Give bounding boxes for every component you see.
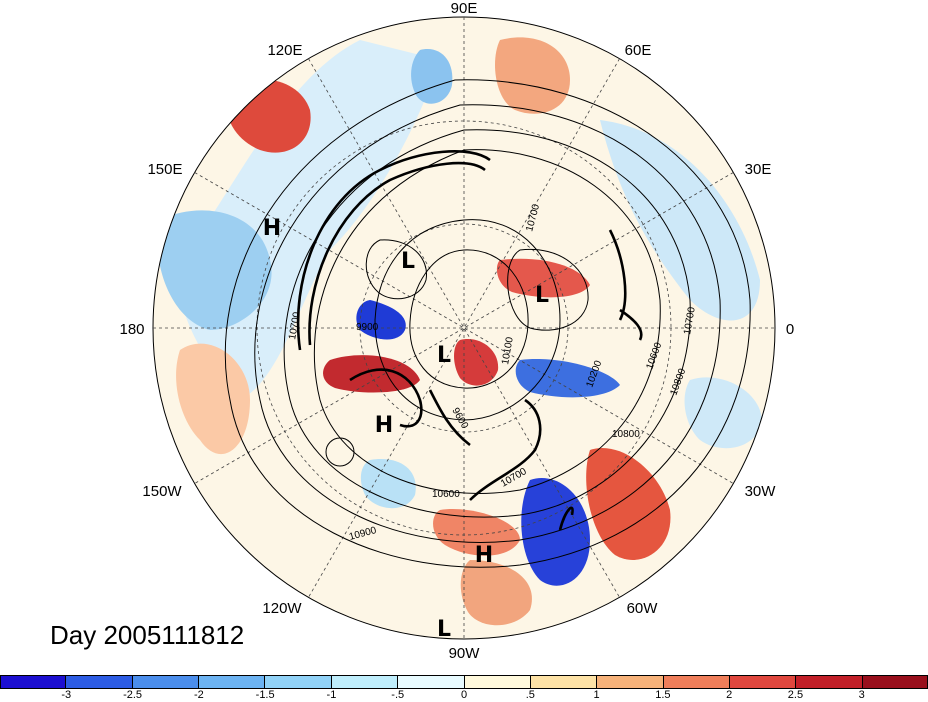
low-label: L bbox=[401, 249, 415, 274]
contour-label: 10700 bbox=[287, 311, 303, 341]
colorbar-segment bbox=[663, 675, 730, 689]
pressure-center-labels: H L L L H H L bbox=[263, 216, 549, 642]
colorbar-tick-label: -2 bbox=[193, 689, 204, 701]
contour-label: 10700 bbox=[682, 306, 698, 336]
colorbar-tick-label: 2 bbox=[726, 689, 733, 701]
lon-label-30w: 30W bbox=[745, 483, 777, 500]
colorbar-segment bbox=[796, 675, 863, 689]
lon-label-90e: 90E bbox=[451, 0, 478, 17]
colorbar-tick-label: -1.5 bbox=[255, 689, 275, 701]
high-label: H bbox=[263, 216, 281, 241]
lon-label-180: 180 bbox=[119, 321, 144, 338]
contour-label: 10100 bbox=[500, 336, 516, 366]
colorbar-segment bbox=[66, 675, 133, 689]
lon-label-150w: 150W bbox=[142, 483, 182, 500]
colorbar-tick-label: 2.5 bbox=[787, 689, 804, 701]
longitude-labels: 90E 60E 30E 0 30W 60W 90W 120W 150W 180 … bbox=[119, 0, 794, 662]
high-label: H bbox=[475, 543, 493, 568]
contour-label: 9900 bbox=[356, 322, 379, 333]
colorbar-tick-label: -3 bbox=[61, 689, 72, 701]
colorbar-segment bbox=[331, 675, 399, 689]
low-label: L bbox=[535, 283, 549, 308]
colorbar-tick-label: 0 bbox=[460, 689, 468, 701]
jet-stream-contours bbox=[296, 150, 643, 531]
lon-label-60e: 60E bbox=[625, 42, 652, 59]
colorbar-tick-labels: -3 -2.5 -2 -1.5 -1 -.5 0 .5 1 1.5 2 2.5 3 bbox=[0, 689, 928, 702]
colorbar-tick-label: 1 bbox=[593, 689, 600, 701]
lon-label-150e: 150E bbox=[147, 161, 182, 178]
contour-label: 10600 bbox=[432, 489, 460, 500]
colorbar-tick-label: -.5 bbox=[391, 689, 405, 701]
low-label: L bbox=[437, 617, 451, 642]
colorbar-segment bbox=[729, 675, 797, 689]
colorbar-segment bbox=[530, 675, 598, 689]
colorbar-tick-label: -2.5 bbox=[123, 689, 143, 701]
day-label: Day 2005111812 bbox=[50, 620, 245, 650]
colorbar-tick-label: -1 bbox=[326, 689, 337, 701]
colorbar-segment bbox=[0, 675, 67, 689]
colorbar-segment bbox=[398, 675, 465, 689]
colorbar bbox=[0, 675, 928, 689]
colorbar-tick-label: .5 bbox=[525, 689, 535, 701]
lon-label-120w: 120W bbox=[262, 600, 302, 617]
lon-label-60w: 60W bbox=[627, 600, 659, 617]
height-contours bbox=[224, 79, 751, 568]
colorbar-tick-label: 3 bbox=[858, 689, 865, 701]
colorbar-segment bbox=[862, 675, 928, 689]
lon-label-30e: 30E bbox=[745, 161, 772, 178]
lon-label-120e: 120E bbox=[267, 42, 302, 59]
contour-label: 10800 bbox=[612, 429, 640, 440]
colorbar-segment bbox=[132, 675, 200, 689]
colorbar-tick-label: 1.5 bbox=[655, 689, 671, 701]
colorbar-segment bbox=[199, 675, 266, 689]
lon-label-0: 0 bbox=[786, 321, 794, 338]
colorbar-segment bbox=[597, 675, 664, 689]
lon-label-90w: 90W bbox=[449, 645, 481, 662]
low-label: L bbox=[437, 343, 451, 368]
high-label: H bbox=[375, 413, 393, 438]
colorbar-segment bbox=[464, 675, 531, 689]
colorbar-segment bbox=[265, 675, 332, 689]
